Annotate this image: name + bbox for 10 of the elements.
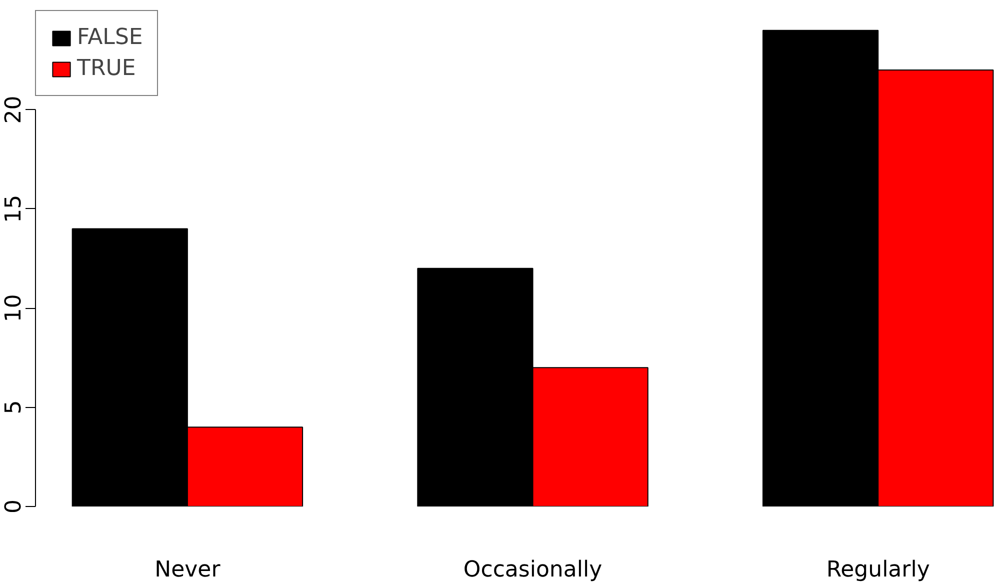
y-tick-label: 0 (2, 500, 26, 514)
y-tick-label: 10 (2, 294, 26, 322)
y-tick-label: 20 (2, 96, 26, 124)
x-tick-label: Never (154, 558, 222, 582)
y-tick-label: 15 (2, 194, 26, 223)
y-tick-label: 5 (2, 400, 26, 414)
legend-label: TRUE (77, 56, 136, 81)
x-tick-label: Occasionally (463, 558, 602, 582)
legend-label: FALSE (77, 25, 143, 50)
x-tick-label: Regularly (826, 558, 930, 582)
